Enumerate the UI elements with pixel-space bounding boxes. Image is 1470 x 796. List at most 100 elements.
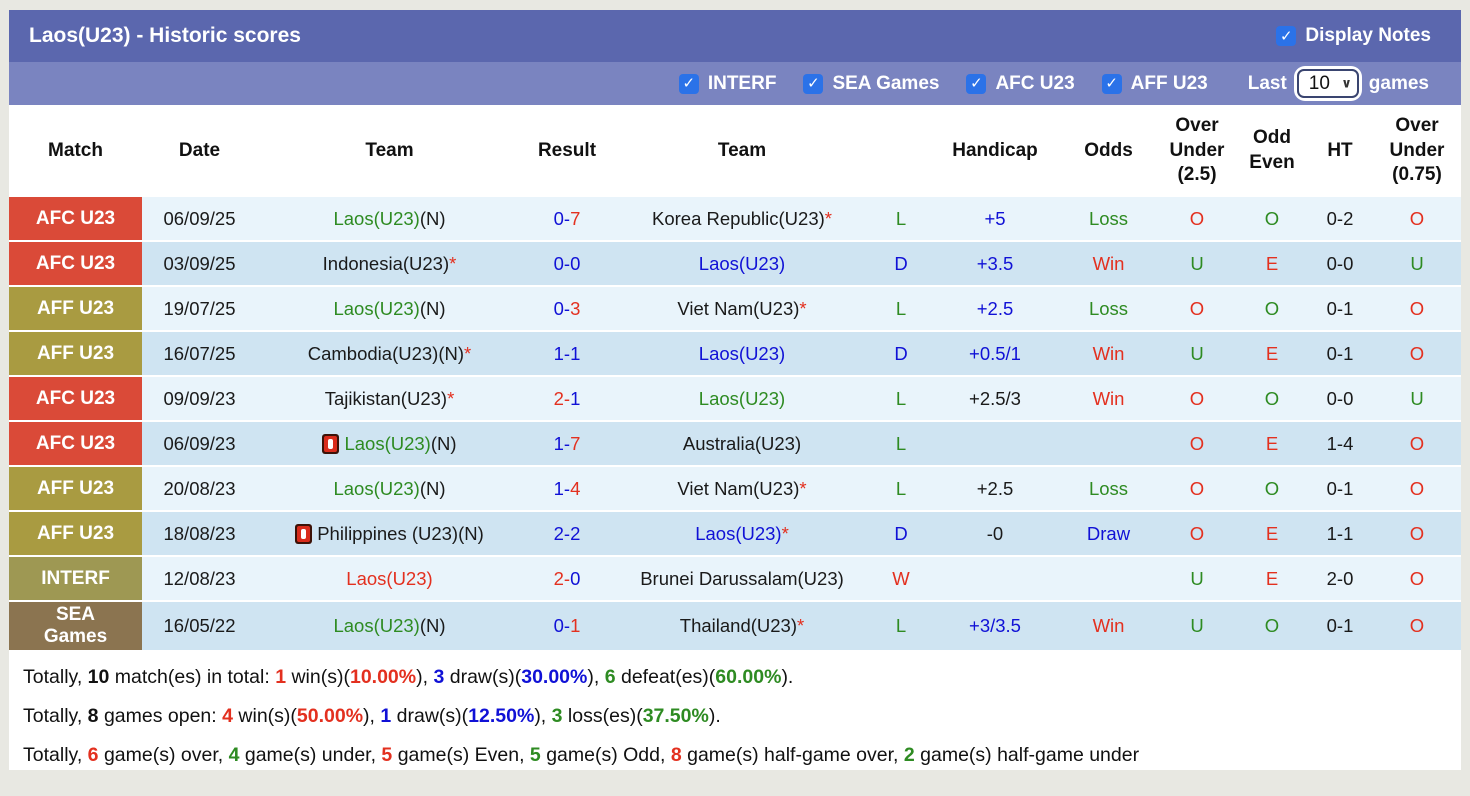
summary-segment: game(s) under,: [239, 744, 382, 767]
over-under-075-cell: O: [1373, 286, 1461, 332]
col-over-under-25: Over Under (2.5): [1157, 105, 1237, 197]
sea-games-checkbox[interactable]: [803, 73, 824, 94]
over-under-25-value: U: [1190, 342, 1204, 364]
over-under-075-value: O: [1409, 342, 1425, 364]
away-team-cell: Brunei Darussalam(U23): [612, 556, 872, 602]
afc-u23-checkbox[interactable]: [966, 73, 987, 94]
away-team-cell: Korea Republic(U23)*: [612, 197, 872, 242]
wdl-letter: L: [895, 387, 907, 409]
over-under-25-value: O: [1189, 207, 1205, 229]
wdl-cell: D: [872, 241, 930, 287]
summary-segment: 1: [380, 705, 392, 727]
home-team-cell: Tajikistan(U23)*: [257, 376, 522, 422]
odd-even-cell: E: [1237, 331, 1307, 377]
display-notes-toggle[interactable]: Display Notes: [1276, 25, 1431, 47]
result-home-score: 0-: [553, 207, 571, 229]
odd-even-cell: E: [1237, 421, 1307, 467]
over-under-25-cell: O: [1157, 421, 1237, 467]
summary-segment: 30.00%: [521, 665, 588, 688]
date-cell: 06/09/25: [142, 197, 257, 242]
summary-segment: 1: [275, 665, 287, 688]
away-team-cell: Viet Nam(U23)*: [612, 466, 872, 512]
filter-interf[interactable]: INTERF: [678, 73, 776, 95]
col-team-away: Team: [612, 105, 872, 197]
odd-even-cell: O: [1237, 197, 1307, 242]
home-team-name: Indonesia(U23): [322, 252, 450, 274]
handicap-value: +0.5/1: [969, 342, 1021, 364]
home-neutral-suffix: (N): [458, 522, 484, 544]
odd-even-cell: E: [1237, 241, 1307, 287]
over-under-075-value: O: [1409, 432, 1425, 454]
handicap-cell: [930, 421, 1060, 467]
col-odds: Odds: [1060, 105, 1157, 197]
over-under-075-value: U: [1410, 387, 1424, 409]
aff-u23-checkbox[interactable]: [1101, 73, 1122, 94]
home-neutral-suffix: (N): [419, 297, 446, 319]
summary-segment: ),: [416, 665, 434, 688]
summary-segment: 6: [87, 744, 99, 767]
wdl-letter: D: [894, 342, 908, 364]
odds-value: Loss: [1088, 207, 1129, 229]
interf-checkbox[interactable]: [678, 73, 699, 94]
games-label: games: [1368, 72, 1429, 94]
summary-segment: game(s) Odd,: [540, 744, 671, 767]
wdl-letter: L: [895, 207, 907, 229]
summary-segment: Totally,: [23, 665, 88, 688]
summary-segment: Totally,: [23, 705, 88, 727]
ht-cell: 0-0: [1307, 376, 1373, 422]
competition-badge: AFC U23: [9, 376, 142, 422]
wdl-letter: L: [895, 297, 907, 319]
handicap-cell: +2.5: [930, 466, 1060, 512]
home-team-cell: Laos(U23)(N): [257, 286, 522, 332]
odd-even-cell: O: [1237, 601, 1307, 652]
odd-even-value: E: [1265, 342, 1279, 364]
summary-line-total: Totally, 10 match(es) in total: 1 win(s)…: [23, 664, 1447, 690]
result-away-score: 7: [570, 432, 581, 454]
filter-afc-u23[interactable]: AFC U23: [966, 72, 1075, 95]
home-neutral-suffix: (N): [419, 614, 446, 636]
odds-value: Win: [1092, 252, 1125, 274]
date-cell: 16/07/25: [142, 331, 257, 377]
home-neutral-suffix: (N): [438, 342, 465, 364]
odds-value: Loss: [1088, 297, 1129, 319]
filter-sea-games[interactable]: SEA Games: [803, 73, 939, 95]
last-games-select[interactable]: 10: [1296, 69, 1359, 98]
summary-segment: match(es) in total:: [109, 665, 276, 688]
competition-badge: AFC U23: [9, 421, 142, 467]
over-under-075-value: O: [1409, 614, 1425, 636]
handicap-cell: +3.5: [930, 241, 1060, 287]
page-title: Laos(U23) - Historic scores: [29, 24, 301, 47]
odd-even-value: O: [1264, 614, 1280, 636]
away-team-name: Thailand(U23): [679, 614, 798, 636]
result-home-score: 0-: [553, 297, 571, 319]
afc-u23-label: AFC U23: [995, 72, 1075, 94]
filter-aff-u23[interactable]: AFF U23: [1101, 73, 1208, 95]
display-notes-checkbox[interactable]: [1276, 26, 1297, 46]
away-star: *: [797, 614, 805, 636]
summary-segment: win(s)(: [286, 665, 350, 688]
over-under-075-value: O: [1409, 207, 1425, 229]
over-under-075-cell: O: [1373, 197, 1461, 242]
wdl-cell: D: [872, 331, 930, 377]
away-team-cell: Laos(U23): [612, 331, 872, 377]
historic-scores-panel: Laos(U23) - Historic scores Display Note…: [9, 10, 1461, 770]
odds-cell: Win: [1060, 241, 1157, 287]
odds-cell: Win: [1060, 376, 1157, 422]
result-home-score: 1-: [553, 477, 571, 499]
handicap-value: +2.5: [976, 297, 1014, 319]
wdl-cell: L: [872, 286, 930, 332]
home-team-cell: Cambodia(U23)(N)*: [257, 331, 522, 377]
red-card-icon: [295, 523, 313, 544]
odd-even-cell: O: [1237, 286, 1307, 332]
summary-segment: 4: [228, 744, 240, 767]
away-star: *: [781, 522, 789, 544]
over-under-075-value: O: [1409, 567, 1425, 589]
summary-segment: ).: [708, 705, 721, 727]
table-row: AFF U23 19/07/25 Laos(U23)(N) 0-3 Viet N…: [9, 286, 1461, 332]
summary-segment: ),: [534, 705, 552, 727]
odds-value: Win: [1092, 387, 1125, 409]
handicap-value: +5: [984, 207, 1006, 229]
result-home-score: 2-: [553, 522, 571, 544]
wdl-cell: L: [872, 601, 930, 652]
odds-value: Win: [1092, 614, 1125, 636]
